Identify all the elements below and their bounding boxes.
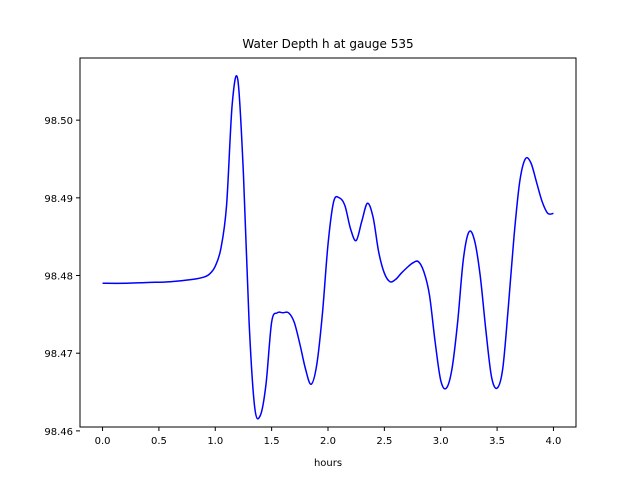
y-axis: 98.46 98.47 98.48 98.49 98.50 xyxy=(44,116,80,438)
x-tick-label: 3.5 xyxy=(489,436,505,447)
x-tick-label: 3.0 xyxy=(433,436,449,447)
y-tick-label: 98.50 xyxy=(44,116,73,127)
plot-area xyxy=(102,75,554,420)
x-axis: 0.0 0.5 1.0 1.5 2.0 2.5 3.0 3.5 4.0 xyxy=(95,427,562,447)
x-tick-label: 0.5 xyxy=(151,436,167,447)
x-tick-label: 2.0 xyxy=(320,436,336,447)
x-tick-label: 0.0 xyxy=(95,436,111,447)
x-axis-label: hours xyxy=(314,458,342,469)
y-tick-label: 98.48 xyxy=(44,272,73,283)
x-tick-label: 4.0 xyxy=(546,436,562,447)
y-tick-label: 98.47 xyxy=(44,349,73,360)
y-tick-label: 98.46 xyxy=(44,427,73,438)
x-tick-label: 1.5 xyxy=(264,436,280,447)
chart-title: Water Depth h at gauge 535 xyxy=(242,37,413,51)
x-tick-label: 1.0 xyxy=(207,436,223,447)
x-tick-label: 2.5 xyxy=(376,436,392,447)
y-tick-label: 98.49 xyxy=(44,194,73,205)
series-line xyxy=(102,75,554,420)
